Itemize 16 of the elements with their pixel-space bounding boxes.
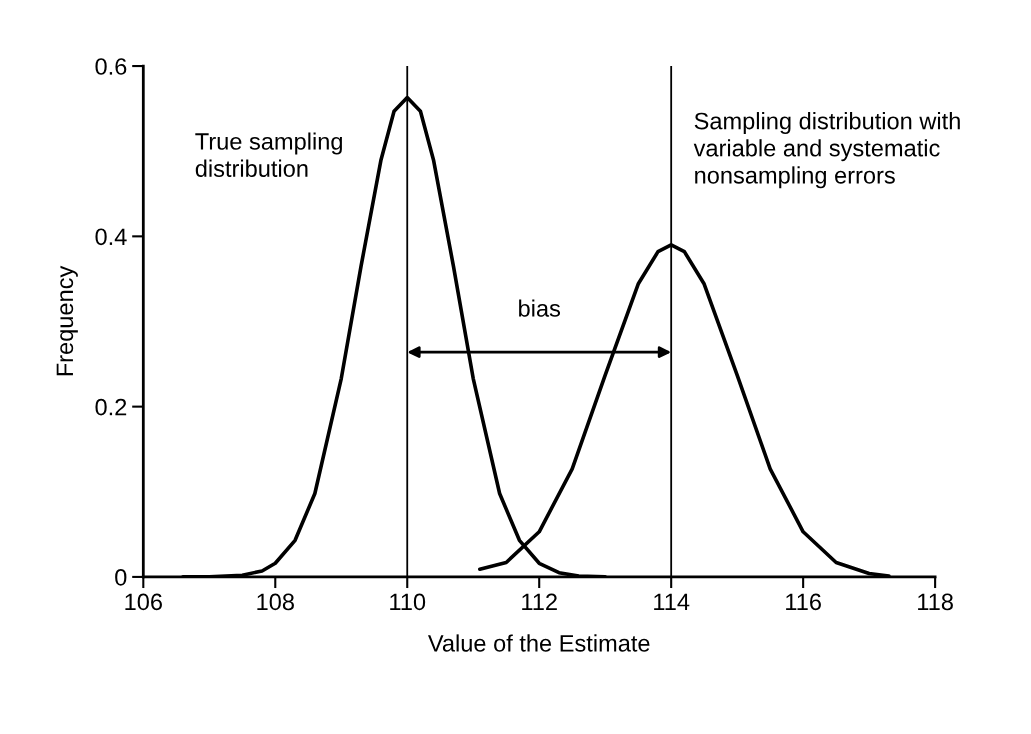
x-tick-label: 114 xyxy=(654,593,690,611)
x-tick-label: 112 xyxy=(522,593,557,611)
annotation: bias xyxy=(519,299,561,317)
y-axis-title: Frequency xyxy=(56,265,78,376)
x-axis-title: Value of the Estimate xyxy=(427,634,650,652)
y-tick-label: 0.6 xyxy=(95,58,127,75)
y-tick-label: 0.2 xyxy=(95,398,127,416)
y-tick-label: 0.4 xyxy=(95,228,127,246)
series-label: True sampling distribution xyxy=(195,132,342,177)
x-tick-label: 106 xyxy=(125,593,162,611)
text: Sampling distribution with variable and systematic nonsampling errors xyxy=(693,112,960,189)
x-tick-label: 110 xyxy=(390,593,426,611)
x-tick-label: 116 xyxy=(786,593,821,611)
y-tick-label: 0 xyxy=(115,568,127,586)
x-tick-label: 108 xyxy=(257,593,294,611)
x-tick-label: 118 xyxy=(918,593,953,611)
